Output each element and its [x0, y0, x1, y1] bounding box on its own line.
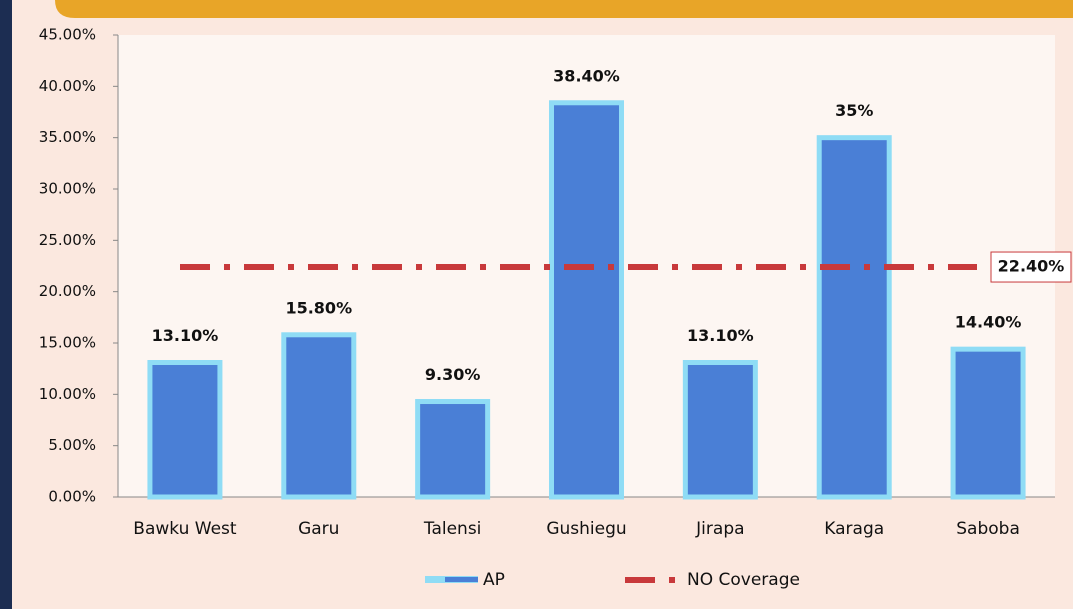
value-label: 38.40%	[553, 66, 620, 85]
value-label: 14.40%	[955, 313, 1022, 332]
bar	[147, 360, 223, 500]
value-label: 9.30%	[425, 365, 481, 384]
x-tick-label: Jirapa	[695, 519, 744, 539]
x-tick-label: Gushiegu	[546, 519, 626, 539]
y-tick-label: 0.00%	[48, 488, 96, 506]
bar	[415, 399, 491, 500]
value-label: 35%	[835, 101, 873, 120]
value-label: 13.10%	[687, 326, 754, 345]
y-tick-label: 30.00%	[39, 180, 96, 198]
legend-label: NO Coverage	[687, 570, 800, 590]
bar	[682, 360, 758, 500]
x-tick-label: Talensi	[423, 519, 482, 539]
y-tick-label: 45.00%	[39, 26, 96, 44]
x-tick-label: Karaga	[824, 519, 884, 539]
y-tick-label: 10.00%	[39, 385, 96, 403]
legend-label: AP	[483, 570, 505, 590]
y-tick-label: 40.00%	[39, 77, 96, 95]
y-tick-label: 15.00%	[39, 334, 96, 352]
x-tick-label: Bawku West	[133, 519, 237, 539]
top-banner	[55, 0, 1073, 18]
bar	[549, 100, 624, 500]
y-tick-label: 5.00%	[48, 436, 96, 454]
y-tick-label: 35.00%	[39, 128, 96, 146]
legend-swatch-core	[445, 577, 478, 582]
y-tick-label: 20.00%	[39, 282, 96, 300]
bar	[950, 346, 1026, 500]
value-label: 13.10%	[152, 326, 219, 345]
x-tick-label: Garu	[298, 519, 339, 539]
x-tick-label: Saboba	[956, 519, 1020, 539]
value-label: 15.80%	[285, 298, 352, 317]
reference-label: 22.40%	[998, 257, 1065, 276]
bar	[816, 135, 892, 500]
reference-label-box	[990, 251, 1072, 283]
y-tick-label: 25.00%	[39, 231, 96, 249]
bar	[281, 332, 357, 500]
